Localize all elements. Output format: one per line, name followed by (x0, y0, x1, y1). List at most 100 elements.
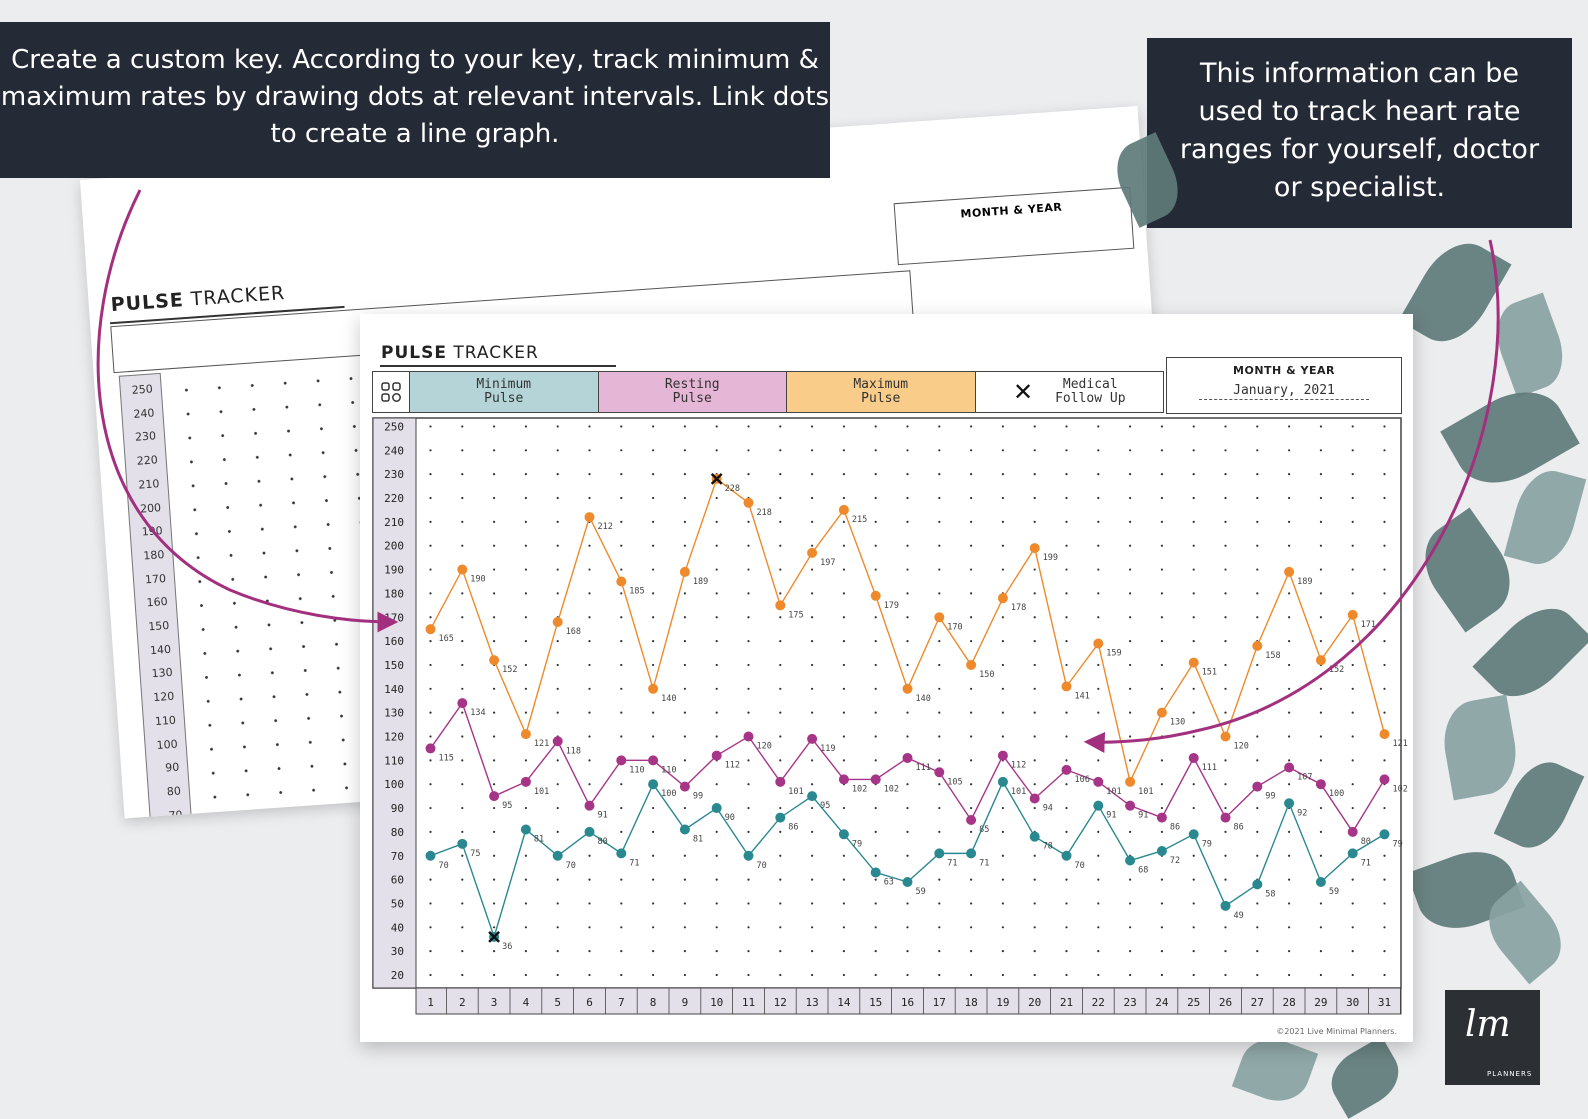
arrow-left (96, 189, 399, 633)
x-tick-label: 1 (427, 996, 434, 1009)
legend-key: Minimum Pulse Resting Pulse Maximum Puls… (372, 371, 1164, 413)
x-tick-label: 24 (1155, 996, 1169, 1009)
y-tick-label: 220 (384, 492, 404, 505)
data-point-minimum-pulse (1029, 831, 1040, 842)
brand-logo: lm PLANNERS (1445, 990, 1540, 1085)
data-label-minimum-pulse: 70 (439, 861, 449, 871)
data-label-resting-pulse: 134 (470, 708, 485, 718)
x-tick-label: 11 (742, 996, 755, 1009)
y-tick-label: 20 (391, 969, 404, 982)
data-point-maximum-pulse (584, 512, 595, 523)
data-label-resting-pulse: 86 (1234, 823, 1244, 833)
data-point-minimum-pulse (1061, 850, 1072, 861)
data-label-minimum-pulse: 71 (629, 858, 639, 868)
medical-follow-up-marker (488, 930, 500, 943)
month-year-value: January, 2021 (1233, 383, 1335, 398)
y-tick-label: 30 (391, 945, 404, 958)
data-label-resting-pulse: 119 (820, 744, 835, 754)
data-point-resting-pulse (1220, 812, 1231, 823)
data-label-resting-pulse: 110 (661, 765, 676, 775)
data-label-minimum-pulse: 80 (598, 837, 608, 847)
y-tick-label: 70 (391, 850, 404, 863)
data-point-maximum-pulse (1379, 729, 1390, 740)
data-point-resting-pulse (711, 750, 722, 761)
data-label-minimum-pulse: 72 (1170, 856, 1180, 866)
data-point-minimum-pulse (584, 826, 595, 837)
data-point-resting-pulse (679, 781, 690, 792)
data-point-maximum-pulse (1156, 707, 1167, 718)
data-label-resting-pulse: 112 (1011, 761, 1026, 771)
data-label-minimum-pulse: 70 (1075, 861, 1085, 871)
data-label-maximum-pulse: 150 (979, 670, 994, 680)
data-point-resting-pulse (1093, 776, 1104, 787)
data-label-resting-pulse: 95 (502, 801, 512, 811)
data-label-resting-pulse: 100 (1329, 789, 1344, 799)
data-label-minimum-pulse: 59 (916, 887, 926, 897)
data-label-resting-pulse: 107 (1297, 773, 1312, 783)
data-label-resting-pulse: 91 (598, 811, 608, 821)
data-point-maximum-pulse (1125, 776, 1136, 787)
x-tick-label: 21 (1060, 996, 1073, 1009)
data-point-resting-pulse (648, 755, 659, 766)
y-tick-label: 150 (384, 659, 404, 672)
caption-left: Create a custom key. According to your k… (0, 22, 830, 178)
x-tick-label: 20 (1028, 996, 1041, 1009)
y-tick-label: 100 (384, 778, 404, 791)
data-label-minimum-pulse: 79 (852, 839, 862, 849)
data-label-maximum-pulse: 218 (757, 508, 772, 518)
data-point-resting-pulse (1156, 812, 1167, 823)
y-tick-label: 230 (384, 468, 404, 481)
data-label-maximum-pulse: 140 (916, 694, 931, 704)
pulse-line-chart: 2030405060708090100110120130140150160170… (372, 417, 1408, 1015)
data-point-maximum-pulse (648, 683, 659, 694)
y-tick-label: 120 (384, 731, 404, 744)
page-title: PULSE TRACKER (381, 343, 539, 363)
data-point-minimum-pulse (997, 776, 1008, 787)
arrow-right (1083, 239, 1500, 753)
data-label-minimum-pulse: 71 (947, 858, 957, 868)
data-label-resting-pulse: 99 (1265, 792, 1275, 802)
data-point-resting-pulse (1347, 826, 1358, 837)
data-point-minimum-pulse (870, 867, 881, 878)
data-point-maximum-pulse (1061, 681, 1072, 692)
y-tick-label: 190 (384, 564, 404, 577)
legend-minimum-pulse: Minimum Pulse (410, 372, 599, 412)
data-point-maximum-pulse (1284, 566, 1295, 577)
x-tick-label: 22 (1092, 996, 1105, 1009)
data-label-minimum-pulse: 71 (979, 858, 989, 868)
data-point-maximum-pulse (775, 600, 786, 611)
data-label-minimum-pulse: 92 (1297, 808, 1307, 818)
data-point-resting-pulse (934, 767, 945, 778)
grid-icon (373, 372, 410, 412)
data-point-maximum-pulse (489, 655, 500, 666)
month-year-underline (1199, 399, 1369, 400)
data-point-maximum-pulse (679, 566, 690, 577)
medical-follow-up-marker (710, 473, 723, 485)
data-point-maximum-pulse (1347, 609, 1358, 620)
data-point-maximum-pulse (1093, 638, 1104, 649)
x-tick-label: 2 (459, 996, 466, 1009)
data-label-resting-pulse: 112 (725, 761, 740, 771)
data-point-resting-pulse (838, 774, 849, 785)
data-label-resting-pulse: 115 (439, 753, 454, 763)
data-point-maximum-pulse (1220, 731, 1231, 742)
data-label-resting-pulse: 99 (693, 792, 703, 802)
data-point-maximum-pulse (838, 504, 849, 515)
data-label-maximum-pulse: 190 (470, 575, 485, 585)
y-tick-label: 50 (391, 897, 404, 910)
data-point-resting-pulse (584, 800, 595, 811)
x-tick-label: 25 (1187, 996, 1200, 1009)
x-tick-label: 27 (1251, 996, 1264, 1009)
data-point-resting-pulse (425, 743, 436, 754)
data-label-resting-pulse: 94 (1043, 804, 1053, 814)
x-tick-label: 13 (805, 996, 818, 1009)
data-label-resting-pulse: 110 (629, 765, 644, 775)
data-label-maximum-pulse: 228 (725, 484, 740, 494)
data-point-minimum-pulse (1347, 848, 1358, 859)
data-point-resting-pulse (1061, 764, 1072, 775)
x-tick-label: 14 (837, 996, 851, 1009)
data-point-minimum-pulse (1284, 798, 1295, 809)
x-tick-label: 16 (901, 996, 914, 1009)
data-label-minimum-pulse: 75 (470, 849, 480, 859)
data-point-minimum-pulse (711, 803, 722, 814)
